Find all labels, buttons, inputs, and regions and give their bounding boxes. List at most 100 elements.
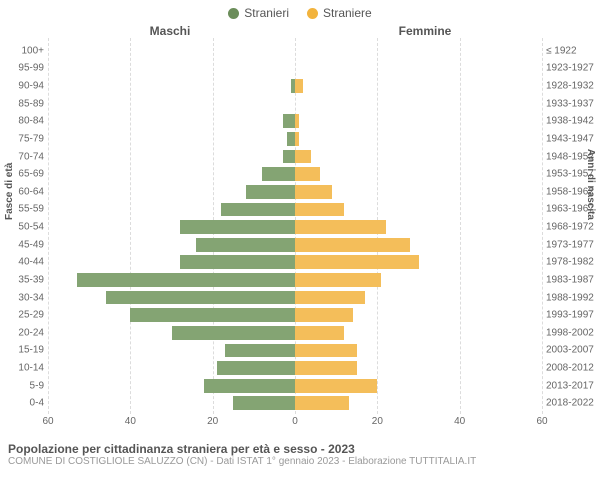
age-label: 25-29 bbox=[6, 310, 44, 321]
bar-row: 30-341988-1992 bbox=[48, 289, 542, 307]
bar-male bbox=[283, 150, 295, 164]
birth-year-label: 2008-2012 bbox=[546, 363, 596, 374]
bar-female bbox=[295, 185, 332, 199]
bar-row: 100+≤ 1922 bbox=[48, 42, 542, 60]
bar-female bbox=[295, 220, 386, 234]
bar-row: 35-391983-1987 bbox=[48, 271, 542, 289]
bar-female bbox=[295, 150, 311, 164]
legend-swatch-female bbox=[307, 8, 318, 19]
x-tick: 60 bbox=[42, 416, 53, 427]
birth-year-label: 1938-1942 bbox=[546, 116, 596, 127]
bar-female bbox=[295, 203, 344, 217]
bar-row: 0-42018-2022 bbox=[48, 395, 542, 413]
bar-male bbox=[180, 255, 295, 269]
legend-item-female: Straniere bbox=[307, 6, 372, 20]
bar-male bbox=[262, 167, 295, 181]
birth-year-label: 1998-2002 bbox=[546, 327, 596, 338]
bar-male bbox=[246, 185, 295, 199]
bar-female bbox=[295, 255, 419, 269]
birth-year-label: 1933-1937 bbox=[546, 98, 596, 109]
birth-year-label: 1928-1932 bbox=[546, 81, 596, 92]
bar-male bbox=[283, 114, 295, 128]
bar-female bbox=[295, 361, 357, 375]
bar-male bbox=[225, 344, 295, 358]
bar-row: 75-791943-1947 bbox=[48, 130, 542, 148]
birth-year-label: 1943-1947 bbox=[546, 133, 596, 144]
age-label: 45-49 bbox=[6, 239, 44, 250]
age-label: 65-69 bbox=[6, 169, 44, 180]
age-label: 40-44 bbox=[6, 257, 44, 268]
bar-male bbox=[204, 379, 295, 393]
bar-female bbox=[295, 238, 410, 252]
column-title-female: Femmine bbox=[300, 24, 600, 38]
column-title-male: Maschi bbox=[0, 24, 300, 38]
bar-male bbox=[196, 238, 295, 252]
bar-female bbox=[295, 114, 299, 128]
bar-female bbox=[295, 396, 349, 410]
plot-area: 100+≤ 192295-991923-192790-941928-193285… bbox=[48, 38, 542, 438]
bar-male bbox=[233, 396, 295, 410]
bar-male bbox=[221, 203, 295, 217]
bar-female bbox=[295, 326, 344, 340]
age-label: 15-19 bbox=[6, 345, 44, 356]
bar-male bbox=[106, 291, 295, 305]
birth-year-label: 1963-1967 bbox=[546, 204, 596, 215]
birth-year-label: 1978-1982 bbox=[546, 257, 596, 268]
birth-year-label: 1983-1987 bbox=[546, 274, 596, 285]
bar-female bbox=[295, 132, 299, 146]
bar-male bbox=[217, 361, 295, 375]
age-label: 10-14 bbox=[6, 363, 44, 374]
x-axis: 6040200204060 bbox=[48, 416, 542, 432]
age-label: 100+ bbox=[6, 45, 44, 56]
birth-year-label: ≤ 1922 bbox=[546, 45, 596, 56]
birth-year-label: 1993-1997 bbox=[546, 310, 596, 321]
bar-row: 65-691953-1957 bbox=[48, 165, 542, 183]
bar-row: 5-92013-2017 bbox=[48, 377, 542, 395]
x-tick: 0 bbox=[292, 416, 298, 427]
birth-year-label: 1923-1927 bbox=[546, 63, 596, 74]
age-label: 70-74 bbox=[6, 151, 44, 162]
x-tick: 40 bbox=[125, 416, 136, 427]
age-label: 50-54 bbox=[6, 222, 44, 233]
bar-male bbox=[172, 326, 296, 340]
age-label: 80-84 bbox=[6, 116, 44, 127]
x-tick: 20 bbox=[207, 416, 218, 427]
gridline bbox=[542, 38, 543, 414]
age-label: 30-34 bbox=[6, 292, 44, 303]
chart-source: COMUNE DI COSTIGLIOLE SALUZZO (CN) - Dat… bbox=[8, 456, 592, 467]
x-tick: 40 bbox=[454, 416, 465, 427]
age-label: 85-89 bbox=[6, 98, 44, 109]
age-label: 55-59 bbox=[6, 204, 44, 215]
bar-row: 25-291993-1997 bbox=[48, 306, 542, 324]
bar-row: 60-641958-1962 bbox=[48, 183, 542, 201]
age-label: 60-64 bbox=[6, 186, 44, 197]
legend-label-female: Straniere bbox=[323, 6, 372, 20]
bar-row: 90-941928-1932 bbox=[48, 77, 542, 95]
age-label: 35-39 bbox=[6, 274, 44, 285]
chart-footer: Popolazione per cittadinanza straniera p… bbox=[0, 438, 600, 467]
population-pyramid-chart: Stranieri Straniere Maschi Femmine Fasce… bbox=[0, 0, 600, 500]
age-label: 75-79 bbox=[6, 133, 44, 144]
bar-female bbox=[295, 273, 381, 287]
legend: Stranieri Straniere bbox=[0, 0, 600, 20]
bar-male bbox=[130, 308, 295, 322]
birth-year-label: 1988-1992 bbox=[546, 292, 596, 303]
birth-year-label: 2013-2017 bbox=[546, 380, 596, 391]
bar-female bbox=[295, 291, 365, 305]
age-label: 20-24 bbox=[6, 327, 44, 338]
x-tick: 60 bbox=[536, 416, 547, 427]
bar-female bbox=[295, 167, 320, 181]
bar-female bbox=[295, 79, 303, 93]
bar-rows: 100+≤ 192295-991923-192790-941928-193285… bbox=[48, 42, 542, 412]
bar-row: 55-591963-1967 bbox=[48, 201, 542, 219]
bar-male bbox=[180, 220, 295, 234]
legend-label-male: Stranieri bbox=[244, 6, 289, 20]
bar-row: 40-441978-1982 bbox=[48, 254, 542, 272]
age-label: 90-94 bbox=[6, 81, 44, 92]
legend-swatch-male bbox=[228, 8, 239, 19]
legend-item-male: Stranieri bbox=[228, 6, 289, 20]
bar-female bbox=[295, 379, 377, 393]
birth-year-label: 1968-1972 bbox=[546, 222, 596, 233]
chart-title: Popolazione per cittadinanza straniera p… bbox=[8, 442, 592, 456]
bar-row: 70-741948-1952 bbox=[48, 148, 542, 166]
